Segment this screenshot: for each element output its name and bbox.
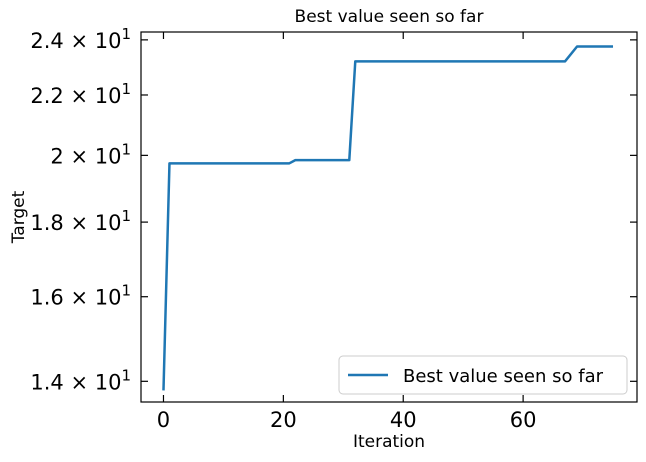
x-tick-label: 0 [157, 408, 170, 432]
ticks-layer: 0 20 40 60 1.4 × 101 1.6 × 101 1.8 × 101 2 × 10… [30, 25, 637, 432]
legend: Best value seen so far [338, 355, 628, 395]
y-tick-label: 1.8 × 101 [30, 207, 131, 235]
legend-label: Best value seen so far [403, 366, 604, 387]
x-tick-label: 20 [270, 408, 297, 432]
y-axis-label: Target [9, 190, 29, 244]
series-line [162, 45, 614, 391]
legend-box [338, 355, 628, 395]
plot-frame [140, 31, 638, 403]
y-tick-label: 2.2 × 101 [30, 80, 131, 108]
y-tick-label: 1.4 × 101 [30, 366, 131, 394]
chart-title: Best value seen so far [295, 7, 484, 27]
y-tick-label: 1.6 × 101 [30, 282, 131, 310]
y-tick-label: 2 × 101 [50, 140, 131, 168]
y-tick-label: 2.4 × 101 [30, 25, 131, 53]
x-axis-label: Iteration [353, 432, 425, 452]
series-layer [162, 45, 614, 391]
x-tick-label: 60 [510, 408, 537, 432]
x-tick-label: 40 [390, 408, 417, 432]
